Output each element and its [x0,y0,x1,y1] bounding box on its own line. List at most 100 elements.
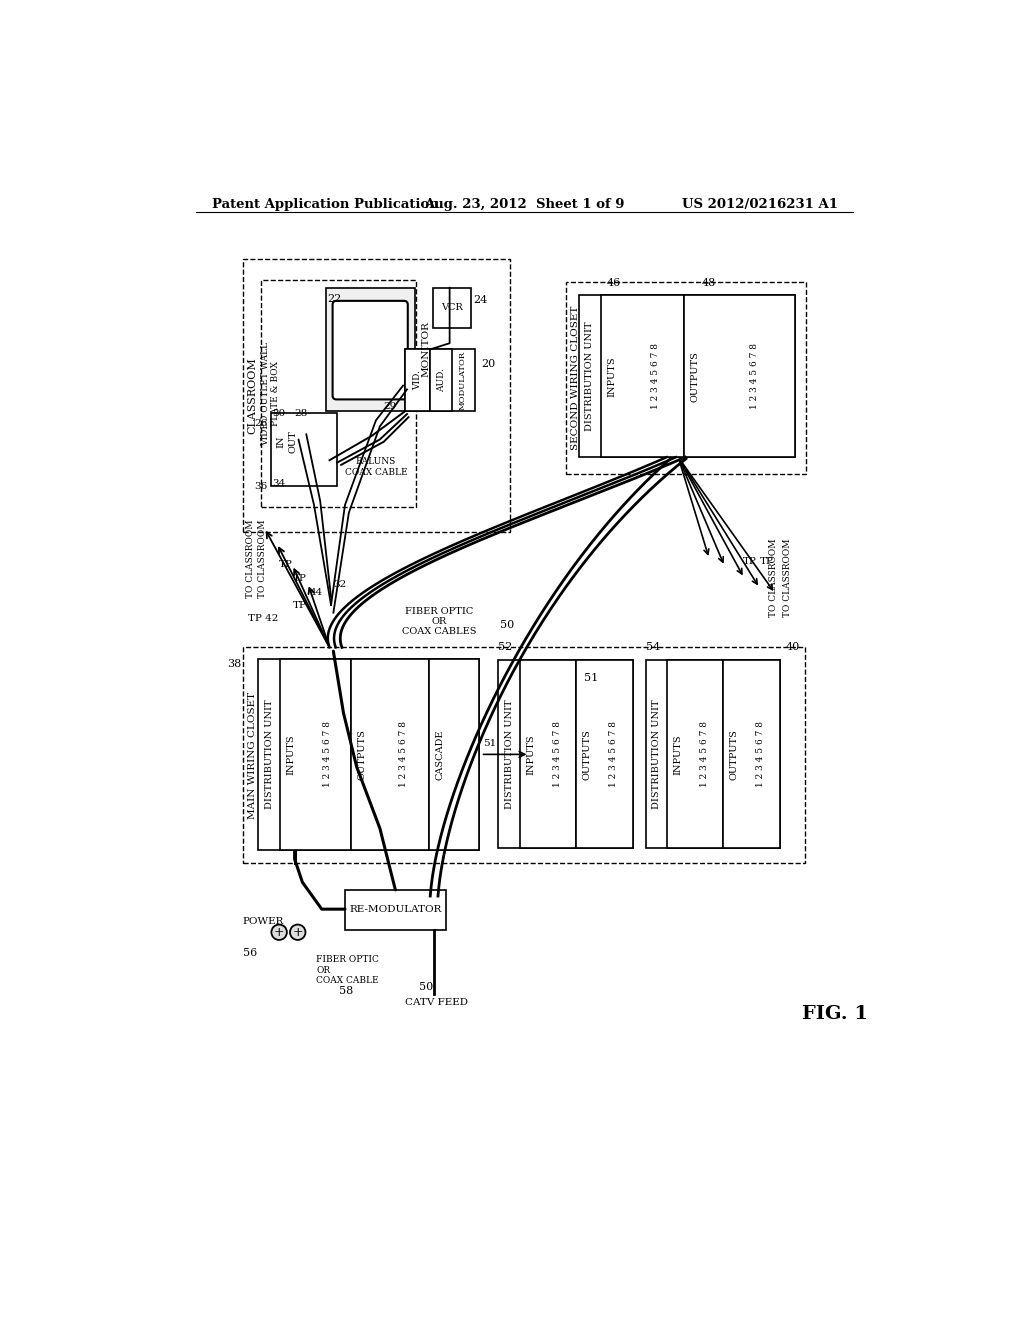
Circle shape [271,924,287,940]
Text: 1 2 3 4 5 6 7 8: 1 2 3 4 5 6 7 8 [750,343,759,409]
Text: POWER: POWER [243,917,284,925]
Text: DISTRIBUTION UNIT: DISTRIBUTION UNIT [652,700,662,809]
Text: MODULATOR: MODULATOR [459,351,467,409]
Text: AUD.: AUD. [436,368,445,392]
Text: VIDEO OUTLET WALL
PLATE & BOX: VIDEO OUTLET WALL PLATE & BOX [261,342,281,446]
Text: DISTRIBUTION UNIT: DISTRIBUTION UNIT [505,700,514,809]
Text: TO CLASSROOM: TO CLASSROOM [783,539,792,618]
Text: OUTPUTS: OUTPUTS [357,729,367,780]
Text: 24: 24 [474,296,487,305]
Text: 32: 32 [334,581,347,589]
Text: US 2012/0216231 A1: US 2012/0216231 A1 [682,198,838,211]
Text: 30: 30 [272,409,286,417]
Bar [575,660,633,849]
Text: INPUTS: INPUTS [674,734,683,775]
Text: CATV FEED: CATV FEED [404,998,468,1007]
Text: TP: TP [742,557,757,566]
Bar [429,659,479,850]
Text: 52: 52 [499,642,513,652]
Text: FIBER OPTIC
OR
COAX CABLE: FIBER OPTIC OR COAX CABLE [316,956,379,985]
Text: VCR: VCR [441,304,463,313]
Text: OUT: OUT [289,430,298,453]
Circle shape [290,924,305,940]
Text: 1 2 3 4 5 6 7 8: 1 2 3 4 5 6 7 8 [650,343,659,409]
Text: TO CLASSROOM: TO CLASSROOM [258,520,266,598]
Text: 26: 26 [254,418,267,428]
Text: TO CLASSROOM: TO CLASSROOM [246,520,255,598]
Text: 40: 40 [785,642,800,652]
Text: FIG. 1: FIG. 1 [802,1006,868,1023]
Bar [243,647,805,863]
Bar [646,660,779,849]
Text: 54: 54 [646,642,659,652]
Bar [326,288,415,411]
Bar [258,659,479,850]
Bar [261,280,417,507]
Bar [499,660,633,849]
Text: OUTPUTS: OUTPUTS [583,729,591,780]
Bar [668,660,723,849]
Text: SECOND WIRING CLOSET: SECOND WIRING CLOSET [571,306,581,450]
Text: TO CLASSROOM: TO CLASSROOM [769,539,778,618]
Text: 51: 51 [584,673,598,682]
Text: 1 2 3 4 5 6 7 8: 1 2 3 4 5 6 7 8 [756,722,765,787]
Bar [723,660,779,849]
Bar [520,660,575,849]
Text: MONITOR: MONITOR [421,322,430,378]
Text: INPUTS: INPUTS [526,734,536,775]
Text: 20: 20 [481,359,496,368]
Bar [430,350,452,411]
Text: TP: TP [280,561,293,569]
FancyBboxPatch shape [333,301,408,400]
Text: TP: TP [293,601,307,610]
Text: RE-MODULATOR: RE-MODULATOR [349,906,441,915]
Bar [579,296,795,457]
Text: OUTPUTS: OUTPUTS [691,351,699,401]
Text: CLASSROOM: CLASSROOM [247,356,257,433]
Text: IN: IN [276,436,285,447]
Text: VID.: VID. [414,370,422,391]
Text: 50: 50 [500,620,514,631]
Text: TP: TP [760,557,773,566]
Text: CASCADE: CASCADE [435,729,444,780]
Text: OUTPUTS: OUTPUTS [729,729,738,780]
Text: 44: 44 [310,589,324,597]
Text: MAIN WIRING CLOSET: MAIN WIRING CLOSET [248,692,257,818]
Bar [243,259,510,532]
Text: 28: 28 [294,409,307,417]
Bar [432,288,471,327]
Text: 51: 51 [483,739,497,748]
Text: 56: 56 [243,948,257,957]
Bar [345,890,445,929]
Text: INPUTS: INPUTS [287,734,295,775]
Text: 46: 46 [607,277,622,288]
Bar [406,350,475,411]
Bar [406,350,430,411]
Text: 38: 38 [227,659,241,669]
Text: Patent Application Publication: Patent Application Publication [212,198,438,211]
Text: 48: 48 [701,277,716,288]
Text: INPUTS: INPUTS [607,356,616,396]
Text: DISTRIBUTION UNIT: DISTRIBUTION UNIT [586,322,594,432]
Text: 1 2 3 4 5 6 7 8: 1 2 3 4 5 6 7 8 [700,722,709,787]
Text: TP 42: TP 42 [248,614,279,623]
Text: 34: 34 [272,479,286,488]
Text: 1 2 3 4 5 6 7 8: 1 2 3 4 5 6 7 8 [608,722,617,787]
Text: BALUNS
COAX CABLE: BALUNS COAX CABLE [345,457,408,477]
Text: TP: TP [293,574,307,583]
Text: 29: 29 [383,401,396,411]
Text: 50: 50 [419,982,433,993]
Text: 1 2 3 4 5 6 7 8: 1 2 3 4 5 6 7 8 [399,722,409,787]
Text: +: + [293,925,303,939]
Text: FIBER OPTIC
OR
COAX CABLES: FIBER OPTIC OR COAX CABLES [402,607,477,636]
Text: DISTRIBUTION UNIT: DISTRIBUTION UNIT [264,700,273,809]
Bar [566,281,806,474]
Text: 22: 22 [328,294,341,304]
Bar [684,296,795,457]
Bar [601,296,684,457]
Text: Aug. 23, 2012  Sheet 1 of 9: Aug. 23, 2012 Sheet 1 of 9 [425,198,625,211]
Bar [280,659,351,850]
Text: 1 2 3 4 5 6 7 8: 1 2 3 4 5 6 7 8 [553,722,562,787]
Bar [271,413,337,486]
Text: 36: 36 [254,482,267,491]
